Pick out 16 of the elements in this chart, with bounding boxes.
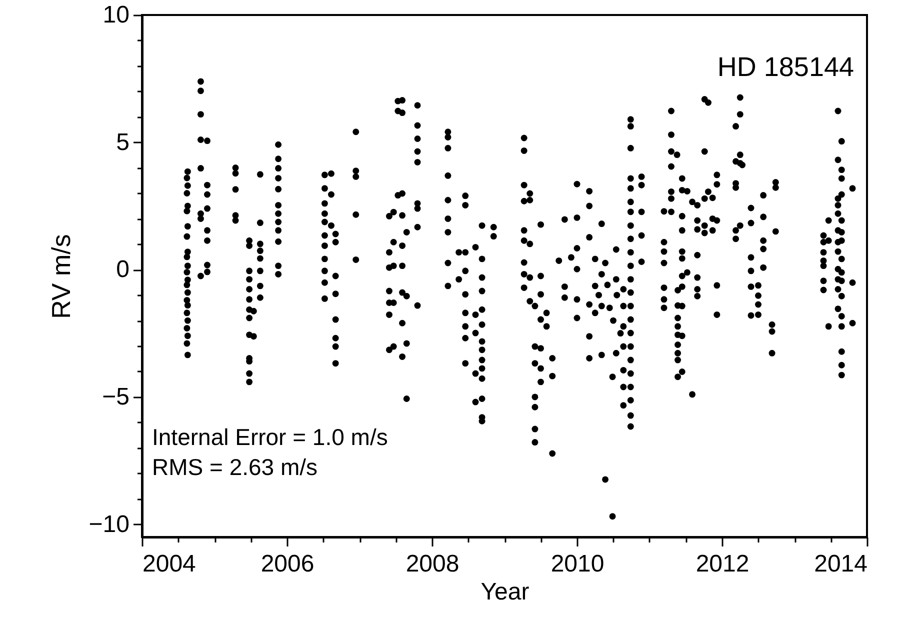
x-axis-title: Year bbox=[480, 578, 530, 606]
y-tick-label: 10 bbox=[102, 2, 130, 28]
annotation: HD 185144 bbox=[717, 52, 854, 82]
y-tick-label: −10 bbox=[88, 510, 130, 538]
x-tick-label: 2014 bbox=[814, 550, 868, 578]
x-tick-label: 2012 bbox=[696, 550, 750, 578]
x-tick-label: 2006 bbox=[260, 550, 314, 578]
x-tick-label: 2010 bbox=[550, 550, 604, 578]
y-tick-label: 5 bbox=[116, 128, 130, 156]
y-tick-label: −5 bbox=[102, 383, 130, 410]
annotation: Internal Error = 1.0 m/s bbox=[152, 424, 388, 450]
y-axis-title: RV m/s bbox=[46, 234, 76, 319]
x-tick-label: 2004 bbox=[142, 550, 196, 578]
y-tick-label: 0 bbox=[116, 256, 130, 284]
x-tick-label: 2008 bbox=[406, 550, 460, 578]
annotation: RMS = 2.63 m/s bbox=[152, 454, 318, 480]
